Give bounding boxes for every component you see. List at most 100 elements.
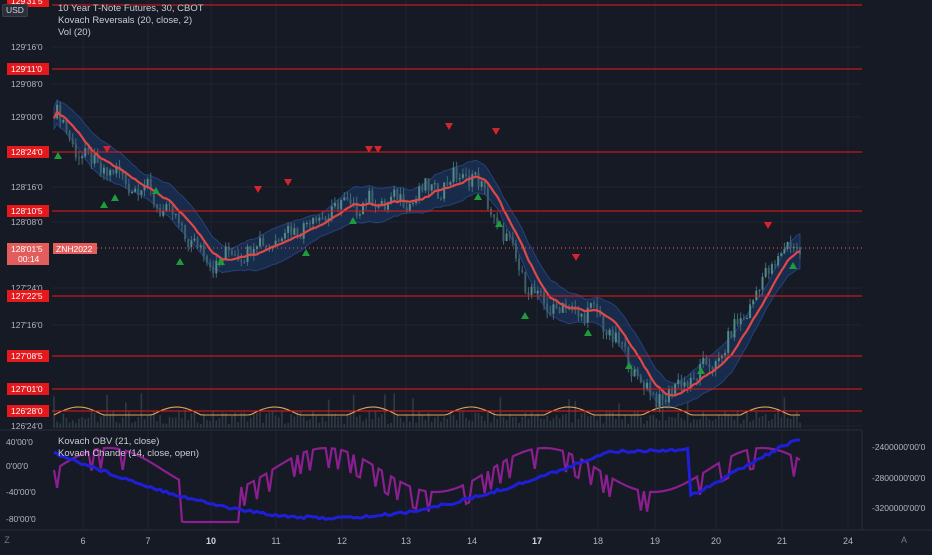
candle-body: [561, 303, 564, 313]
volume-bar: [693, 419, 695, 428]
volume-bar: [618, 403, 620, 428]
candle-body: [799, 247, 801, 255]
level-tag: [7, 290, 49, 302]
buy-marker-icon: [100, 201, 108, 208]
legend-symbol[interactable]: 10 Year T-Note Futures, 30, CBOT: [58, 3, 204, 14]
time-label: 11: [271, 536, 280, 546]
sell-marker-icon: [284, 179, 292, 186]
volume-bar: [387, 423, 389, 428]
volume-bar: [290, 414, 293, 428]
time-label: 18: [593, 536, 603, 546]
buy-marker-icon: [521, 312, 529, 319]
volume-bar: [443, 416, 445, 428]
volume-bar: [193, 410, 196, 428]
legend-indicator-chande[interactable]: Kovach Chande (14, close, open): [58, 448, 200, 459]
auto-scale-icon[interactable]: A: [900, 535, 907, 545]
candle-body: [711, 367, 714, 370]
legend-indicator-reversals[interactable]: Kovach Reversals (20, close, 2): [58, 15, 193, 26]
time-label: 19: [650, 536, 660, 546]
candle-body: [408, 203, 411, 211]
candle-body: [318, 217, 321, 221]
candle-body: [592, 303, 595, 305]
volume-bar: [187, 420, 190, 428]
candle-body: [343, 197, 346, 201]
volume-average-line: [53, 406, 800, 416]
sell-marker-icon: [254, 186, 262, 193]
timezone-icon[interactable]: Z: [4, 535, 10, 545]
time-label: 13: [401, 536, 411, 546]
volume-bar: [321, 416, 324, 428]
volume-bar: [508, 413, 511, 428]
sell-marker-icon: [492, 128, 500, 135]
volume-bar: [621, 419, 623, 428]
volume-bar: [646, 420, 648, 428]
volume-bar: [643, 423, 645, 428]
volume-bar: [586, 416, 589, 428]
volume-bar: [474, 412, 477, 428]
volume-bar: [249, 417, 252, 428]
volume-bar: [490, 422, 492, 428]
candle-body: [686, 382, 689, 387]
volume-bar: [437, 415, 439, 428]
volume-bar: [277, 417, 280, 428]
candle-body: [68, 131, 71, 139]
volume-bar: [611, 411, 614, 428]
candle-body: [530, 286, 533, 295]
candle-body: [137, 188, 140, 195]
candle-body: [109, 169, 112, 176]
level-tag-label: 129'11'0: [11, 64, 42, 74]
volume-bar: [362, 421, 364, 428]
volume-bar: [402, 422, 405, 428]
volume-bar: [780, 417, 783, 428]
legend-lower: Kovach OBV (21, close) Kovach Chande (14…: [58, 436, 199, 460]
price-label: 129'16'0: [11, 42, 43, 52]
currency-badge[interactable]: USD: [2, 4, 28, 17]
volume-bar: [483, 420, 486, 428]
volume-bar: [256, 413, 258, 428]
price-label: 127'24'0: [11, 283, 43, 293]
sell-marker-icon: [374, 146, 382, 153]
volume-bar: [396, 413, 399, 428]
oscillator-label: 40'00'0: [6, 437, 33, 447]
candle-body: [745, 318, 748, 320]
volume-bar: [427, 412, 430, 428]
volume-bar: [796, 410, 798, 428]
legend-indicator-obv[interactable]: Kovach OBV (21, close): [58, 436, 160, 447]
candle-body: [293, 228, 296, 235]
volume-bar: [724, 411, 726, 428]
volume-bar: [727, 413, 730, 428]
candle-body: [156, 204, 159, 209]
volume-bar: [343, 423, 346, 428]
candle-body: [215, 260, 218, 274]
candle-body: [305, 223, 308, 225]
candle-body: [262, 237, 265, 246]
time-label: 12: [337, 536, 347, 546]
volume-bar: [714, 418, 717, 428]
level-tag: [7, 350, 49, 362]
candle-body: [202, 245, 205, 256]
candle-body: [661, 394, 664, 400]
volume-bar: [131, 422, 133, 428]
volume-bar: [252, 413, 255, 428]
obv-line: [53, 438, 800, 522]
volume-bar: [374, 410, 377, 428]
volume-bar: [605, 410, 608, 428]
candle-body: [627, 347, 630, 370]
volume-bar: [671, 417, 673, 428]
volume-bar: [106, 395, 108, 428]
volume-bar: [309, 419, 311, 428]
candle-body: [427, 178, 430, 191]
volume-bar: [421, 415, 424, 428]
sell-marker-icon: [764, 222, 772, 229]
volume-bar: [306, 420, 308, 428]
candle-body: [552, 304, 555, 314]
volume-bar: [774, 413, 776, 428]
level-tag: [7, 383, 49, 395]
time-label: 20: [711, 536, 721, 546]
volume-bar: [505, 419, 508, 428]
candle-body: [702, 357, 705, 365]
obv-axis-label: -3200000'00'0: [872, 503, 926, 513]
legend-indicator-volume[interactable]: Vol (20): [58, 27, 91, 38]
